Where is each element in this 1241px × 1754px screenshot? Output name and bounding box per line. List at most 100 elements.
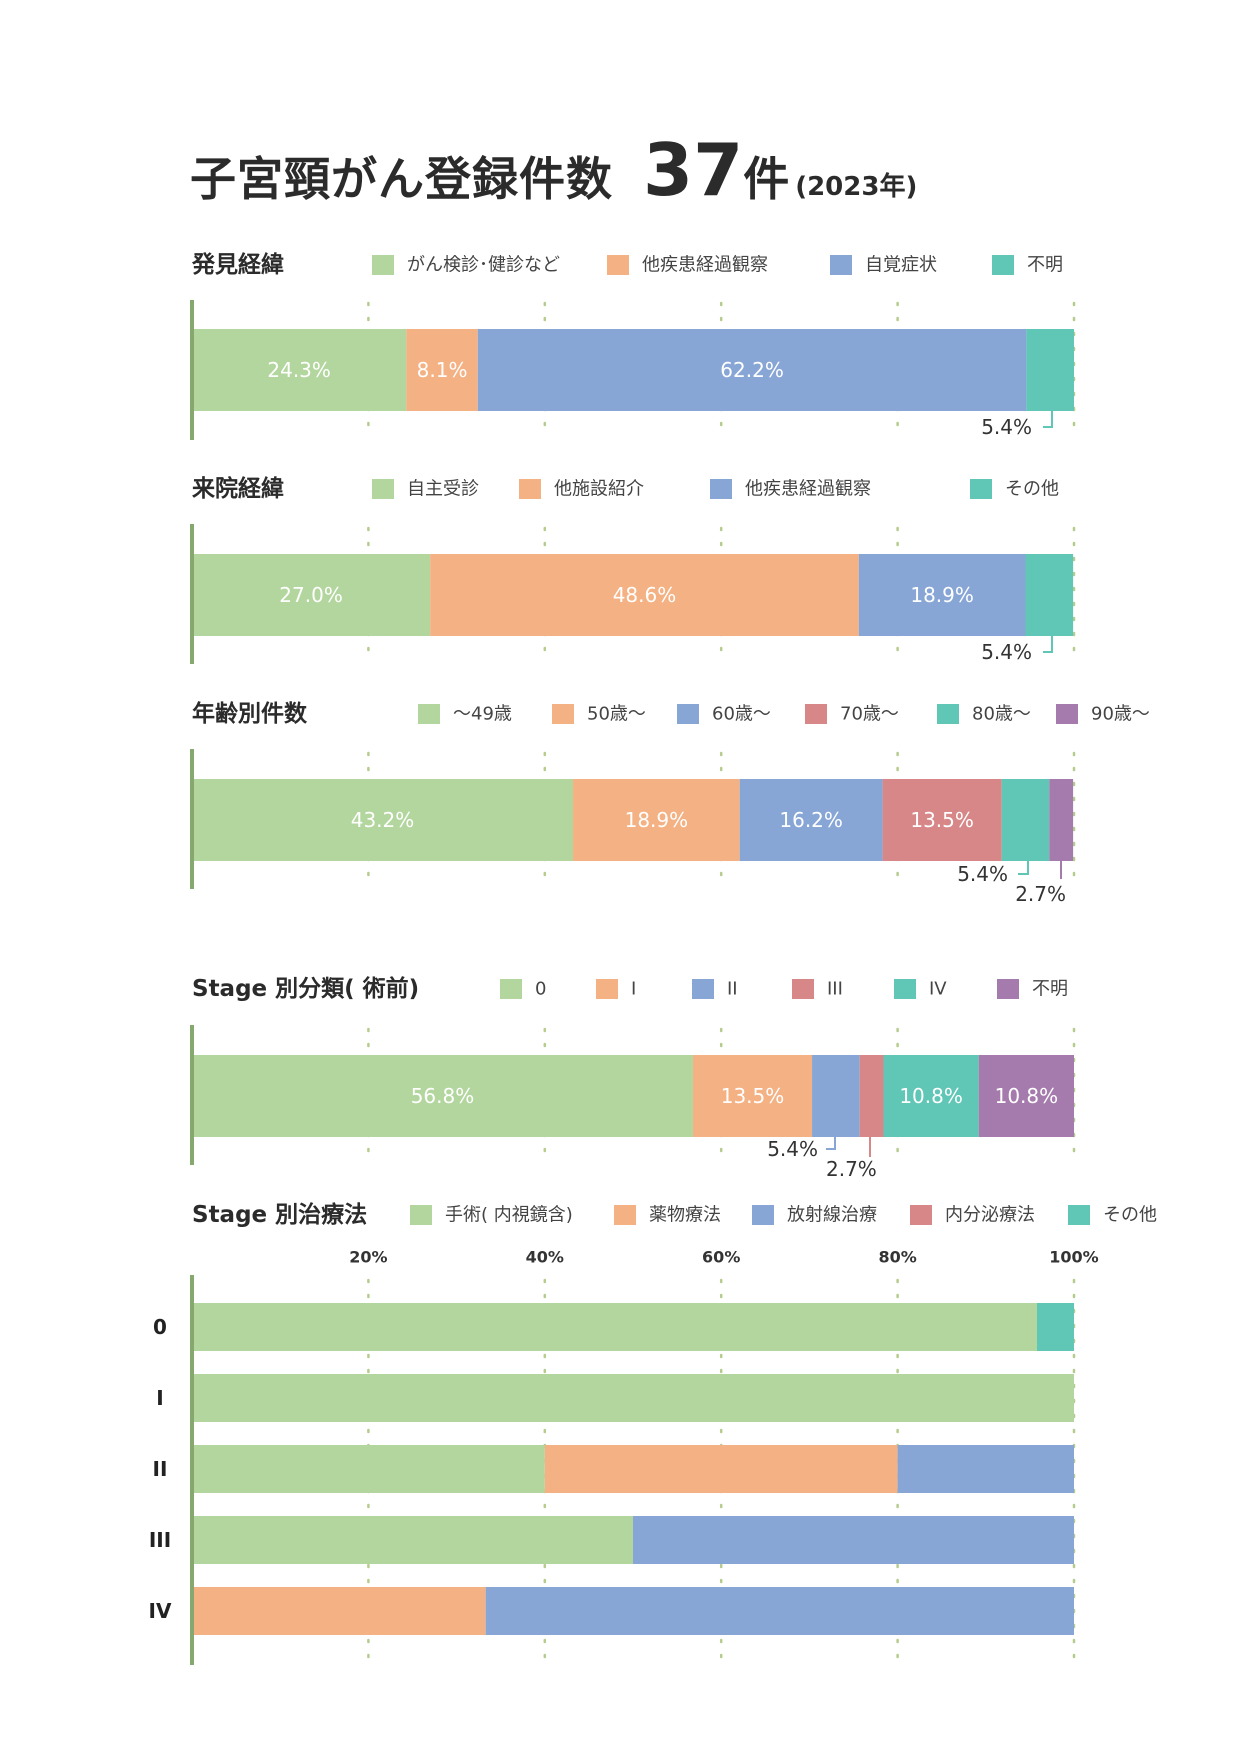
chart3-legend-swatch-5 xyxy=(1056,704,1078,724)
chart1-legend-swatch-1 xyxy=(607,255,629,275)
chart5-title: Stage 別治療法 xyxy=(192,1201,367,1228)
chart5-legend-swatch-1 xyxy=(614,1205,636,1225)
title-unit: 件 xyxy=(743,152,790,206)
chart5-xtick-label-1: 40% xyxy=(526,1248,564,1267)
chart3-bar-segment-0 xyxy=(192,779,574,861)
chart2-data-label-1: 48.6% xyxy=(613,583,677,607)
chart4-legend-swatch-1 xyxy=(596,979,618,999)
chart5-xtick-label-0: 20% xyxy=(349,1248,387,1267)
chart1-bar-segment-0 xyxy=(192,329,407,411)
chart4-legend-label-3: III xyxy=(827,979,843,1000)
chart3-bar-segment-1 xyxy=(573,779,740,861)
chart3-callout-label-4: 5.4% xyxy=(957,862,1008,886)
chart5-bar-row1-segment-0 xyxy=(192,1374,1074,1422)
chart5-bar-row3-segment-0 xyxy=(192,1516,633,1564)
chart2-legend-swatch-3 xyxy=(970,479,992,499)
chart5-legend-swatch-4 xyxy=(1068,1205,1090,1225)
chart5-legend-swatch-2 xyxy=(752,1205,774,1225)
chart2-bar-segment-1 xyxy=(430,554,859,636)
chart2-title: 来院経緯 xyxy=(192,475,284,502)
chart3-legend-label-0: ～49歳 xyxy=(453,704,512,725)
chart3-bar-segment-5 xyxy=(1049,779,1074,861)
chart2-callout-label-3: 5.4% xyxy=(981,640,1032,664)
chart3-title: 年齢別件数 xyxy=(192,700,308,727)
chart1-title: 発見経緯 xyxy=(191,251,284,278)
chart5-bar-row2-segment-1 xyxy=(544,1445,898,1493)
chart2-bar-segment-2 xyxy=(858,554,1026,636)
chart3-bar-segment-3 xyxy=(882,779,1002,861)
chart5-bar-row4-segment-1 xyxy=(485,1587,1074,1635)
chart1-legend-swatch-2 xyxy=(830,255,852,275)
chart5-legend-label-0: 手術( 内視鏡含) xyxy=(445,1205,573,1226)
chart3-legend-swatch-3 xyxy=(805,704,827,724)
chart3-data-label-2: 16.2% xyxy=(779,808,843,832)
chart5-category-label-4: IV xyxy=(149,1599,172,1623)
chart3-legend-swatch-4 xyxy=(937,704,959,724)
chart5-legend-label-2: 放射線治療 xyxy=(787,1205,877,1226)
chart2-legend-swatch-0 xyxy=(372,479,394,499)
chart4-legend-label-2: II xyxy=(727,979,738,1000)
chart3-legend-label-3: 70歳～ xyxy=(840,704,899,725)
chart4-bar-segment-1 xyxy=(692,1055,813,1137)
chart5-xtick-label-3: 80% xyxy=(878,1248,916,1267)
chart3-bar-segment-4 xyxy=(1001,779,1050,861)
chart5-category-label-2: II xyxy=(153,1457,168,1481)
chart3-bar-segment-2 xyxy=(739,779,883,861)
chart1-data-label-1: 8.1% xyxy=(417,358,468,382)
chart3-data-label-1: 18.9% xyxy=(625,808,689,832)
chart3-legend-label-2: 60歳～ xyxy=(712,704,771,725)
chart2-legend-swatch-2 xyxy=(710,479,732,499)
title-year: (2023年) xyxy=(795,172,918,202)
chart2-legend-label-1: 他施設紹介 xyxy=(554,479,644,500)
chart4-bar-segment-0 xyxy=(192,1055,693,1137)
chart3-data-label-3: 13.5% xyxy=(910,808,974,832)
chart4-callout-label-3: 2.7% xyxy=(826,1157,877,1181)
chart4-legend-label-4: IV xyxy=(929,979,947,1000)
chart3-legend-label-4: 80歳～ xyxy=(972,704,1031,725)
chart1-legend-swatch-0 xyxy=(372,255,394,275)
chart5-bar-row3-segment-1 xyxy=(633,1516,1074,1564)
chart4-data-label-5: 10.8% xyxy=(995,1084,1059,1108)
chart3-callout-line-4 xyxy=(1018,861,1029,875)
chart2-legend-swatch-1 xyxy=(519,479,541,499)
chart5-legend-label-4: その他 xyxy=(1103,1205,1157,1226)
chart5-xtick-label-2: 60% xyxy=(702,1248,740,1267)
chart3-data-label-0: 43.2% xyxy=(351,808,415,832)
chart4-legend-label-0: 0 xyxy=(535,979,546,1000)
chart5-category-label-1: I xyxy=(156,1386,163,1410)
chart5-bar-row0-segment-0 xyxy=(192,1303,1037,1351)
chart1-legend-label-1: 他疾患経過観察 xyxy=(642,255,768,276)
chart1-bar-segment-1 xyxy=(406,329,478,411)
chart4-callout-label-2: 5.4% xyxy=(767,1137,818,1161)
chart4-legend-swatch-2 xyxy=(692,979,714,999)
chart5-bar-row2-segment-2 xyxy=(897,1445,1074,1493)
chart1-legend-swatch-3 xyxy=(992,255,1014,275)
chart5-legend-label-3: 内分泌療法 xyxy=(945,1205,1035,1226)
chart5-category-label-3: III xyxy=(149,1528,171,1552)
chart1-callout-label-3: 5.4% xyxy=(981,415,1032,439)
chart4-data-label-4: 10.8% xyxy=(899,1084,963,1108)
chart1-callout-line-3 xyxy=(1043,411,1053,428)
chart3-callout-label-5: 2.7% xyxy=(1015,882,1066,906)
chart4-data-label-1: 13.5% xyxy=(721,1084,785,1108)
chart4-bar-segment-5 xyxy=(978,1055,1074,1137)
chart1-data-label-0: 24.3% xyxy=(267,358,331,382)
chart5-bar-row4-segment-0 xyxy=(192,1587,486,1635)
chart2-callout-line-3 xyxy=(1043,636,1053,653)
chart1-data-label-2: 62.2% xyxy=(720,358,784,382)
chart3-legend-label-1: 50歳～ xyxy=(587,704,646,725)
chart5-bar-row2-segment-0 xyxy=(192,1445,545,1493)
chart2-legend-label-2: 他疾患経過観察 xyxy=(745,479,871,500)
chart4-legend-swatch-4 xyxy=(894,979,916,999)
chart5-legend-swatch-0 xyxy=(410,1205,432,1225)
chart4-legend-swatch-0 xyxy=(500,979,522,999)
page-title: 子宮頸がん登録件数 37件 (2023年) xyxy=(190,128,917,212)
chart4-title: Stage 別分類( 術前) xyxy=(192,975,419,1002)
title-main: 子宮頸がん登録件数 xyxy=(190,152,613,206)
chart3-legend-label-5: 90歳～ xyxy=(1091,704,1150,725)
chart4-bar-segment-2 xyxy=(812,1055,860,1137)
chart2-data-label-2: 18.9% xyxy=(910,583,974,607)
chart3-legend-swatch-2 xyxy=(677,704,699,724)
chart1-bar-segment-3 xyxy=(1026,329,1074,411)
